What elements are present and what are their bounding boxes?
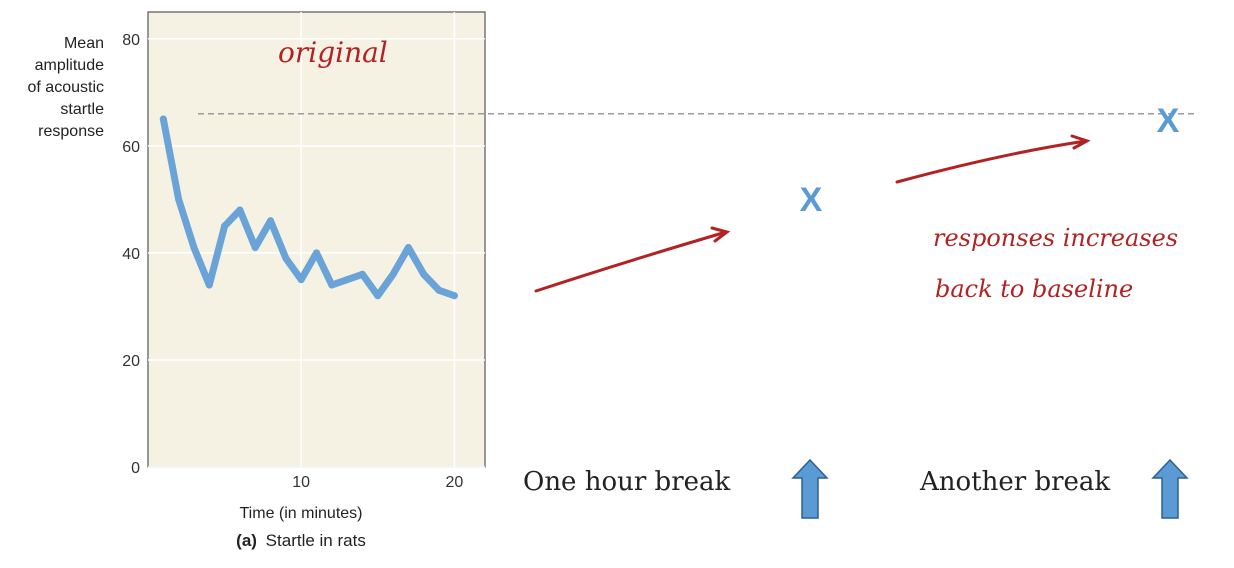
caption-prefix: (a) bbox=[236, 531, 257, 550]
response-mark-1: X bbox=[800, 181, 823, 219]
y-axis-label-line-4: startle bbox=[60, 101, 104, 118]
data-point bbox=[205, 281, 213, 289]
data-point bbox=[175, 195, 183, 203]
data-point bbox=[358, 270, 366, 278]
data-point bbox=[313, 249, 320, 257]
response-mark-2: X bbox=[1157, 102, 1180, 140]
data-point bbox=[343, 276, 351, 284]
y-tick-label: 80 bbox=[122, 32, 140, 49]
data-point bbox=[282, 254, 290, 262]
grid-lines bbox=[148, 12, 485, 468]
data-point bbox=[251, 244, 259, 252]
data-point bbox=[420, 270, 428, 278]
x-tick-label: 20 bbox=[445, 474, 463, 491]
y-axis: 0 20 40 60 80 bbox=[122, 32, 140, 477]
red-arrow-2 bbox=[895, 134, 1091, 184]
y-axis-label-line-3: of acoustic bbox=[28, 79, 104, 96]
x-axis-label: Time (in minutes) bbox=[240, 505, 363, 522]
data-point bbox=[404, 244, 412, 252]
break-1-label: One hour break bbox=[523, 467, 731, 497]
data-point bbox=[435, 286, 443, 294]
break-2-label: Another break bbox=[919, 467, 1110, 497]
y-axis-label-line-5: response bbox=[38, 123, 104, 140]
y-tick-label: 60 bbox=[122, 139, 140, 156]
data-point bbox=[328, 281, 336, 289]
data-point bbox=[450, 292, 458, 300]
up-arrow-icon bbox=[791, 458, 829, 519]
y-tick-label: 0 bbox=[131, 460, 140, 477]
original-note: original bbox=[278, 36, 388, 69]
baseline-note-line-2: back to baseline bbox=[935, 275, 1133, 303]
up-arrow-icon bbox=[1151, 458, 1189, 519]
data-point bbox=[374, 292, 382, 300]
series-line bbox=[159, 115, 458, 300]
y-axis-label-line-1: Mean bbox=[64, 35, 104, 52]
x-axis: 10 20 bbox=[292, 474, 463, 491]
baseline-note-line-1: responses increases bbox=[933, 224, 1178, 252]
series-points bbox=[159, 115, 458, 300]
data-point bbox=[190, 244, 198, 252]
data-point bbox=[159, 115, 167, 123]
caption-title: Startle in rats bbox=[266, 531, 366, 550]
data-point bbox=[297, 276, 305, 284]
red-arrow-1 bbox=[534, 226, 731, 293]
plot-area bbox=[147, 11, 486, 468]
x-tick-label: 10 bbox=[292, 474, 310, 491]
data-point bbox=[221, 222, 229, 230]
y-tick-label: 20 bbox=[122, 353, 140, 370]
data-point bbox=[267, 217, 275, 225]
data-point bbox=[389, 270, 397, 278]
data-point bbox=[236, 206, 244, 214]
chart-caption: (a) Startle in rats bbox=[236, 531, 366, 550]
y-axis-label-line-2: amplitude bbox=[35, 57, 104, 74]
y-tick-label: 40 bbox=[122, 246, 140, 263]
